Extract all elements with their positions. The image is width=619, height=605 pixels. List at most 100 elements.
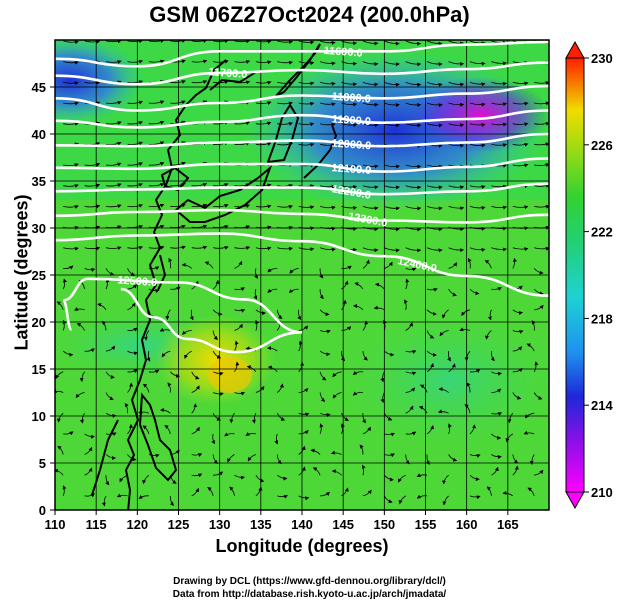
wind-arrow	[533, 392, 543, 400]
wind-arrow	[127, 162, 143, 166]
wind-arrow	[277, 474, 288, 481]
x-axis-label: Longitude (degrees)	[215, 536, 389, 556]
wind-arrow	[84, 204, 101, 209]
contour-line	[55, 109, 549, 129]
wind-arrow	[331, 469, 342, 476]
wind-arrow	[148, 182, 165, 187]
wind-arrow	[84, 433, 95, 439]
y-tick-label: 40	[32, 127, 46, 142]
wind-arrow	[469, 247, 486, 252]
colorbar-tick-label: 218	[591, 311, 613, 326]
wind-arrow	[374, 282, 385, 290]
contour-line	[55, 132, 549, 148]
wind-arrow	[255, 121, 272, 126]
wind-arrow	[160, 407, 171, 414]
wind-arrow	[234, 246, 251, 250]
wind-arrow	[255, 101, 272, 106]
wind-arrow	[127, 284, 137, 290]
wind-arrow	[298, 466, 306, 476]
wind-arrow	[405, 40, 422, 46]
wind-arrow	[213, 245, 229, 250]
wind-arrow	[212, 350, 222, 359]
wind-arrow	[255, 474, 265, 483]
wind-arrow	[448, 61, 465, 67]
wind-arrow	[298, 205, 315, 210]
wind-arrow	[277, 246, 293, 251]
wind-arrow	[298, 226, 315, 231]
contour-label: 11600.0	[323, 45, 363, 60]
wind-arrow	[469, 102, 486, 107]
wind-arrow	[165, 309, 171, 321]
wind-arrow	[234, 340, 239, 352]
wind-arrow	[182, 330, 192, 335]
wind-arrow	[405, 405, 414, 414]
wind-arrow	[276, 454, 282, 465]
wind-arrow	[213, 225, 229, 229]
wind-arrow	[341, 206, 358, 211]
colorbar-tick-label: 226	[591, 138, 613, 153]
wind-arrow	[63, 246, 79, 251]
wind-arrow	[469, 369, 481, 373]
wind-arrow	[319, 61, 336, 66]
x-tick-label: 130	[209, 517, 231, 532]
wind-arrow	[143, 330, 150, 341]
wind-arrow	[207, 487, 214, 496]
wind-arrow	[487, 309, 492, 321]
wind-arrow	[191, 182, 208, 187]
wind-arrow	[512, 81, 529, 86]
wind-arrow	[234, 361, 240, 373]
contour-label: 11800.0	[331, 91, 371, 106]
wind-arrow	[384, 81, 400, 87]
contour-label: 11900.0	[331, 113, 371, 128]
wind-arrow	[164, 425, 171, 434]
wind-arrow	[159, 327, 171, 332]
wind-arrow	[212, 309, 223, 317]
wind-arrow	[169, 475, 177, 484]
wind-arrow	[105, 412, 117, 418]
wind-arrow	[405, 431, 417, 436]
wind-arrow	[277, 205, 293, 209]
wind-arrow	[486, 486, 492, 496]
wind-arrow	[146, 350, 151, 362]
wind-arrow	[384, 350, 395, 357]
cold-pool-west	[55, 40, 145, 125]
wind-arrow	[426, 61, 443, 67]
x-tick-label: 145	[332, 517, 354, 532]
wind-arrow	[354, 282, 364, 290]
wind-arrow	[105, 475, 110, 486]
wind-arrow	[359, 444, 364, 455]
credit-data: Data from http://database.rish.kyoto-u.a…	[172, 589, 447, 600]
wind-arrow	[255, 80, 272, 85]
contour-line	[55, 61, 549, 86]
wind-arrow	[213, 204, 229, 208]
wind-arrow	[448, 454, 458, 462]
wind-arrow	[416, 473, 428, 478]
wind-arrow	[148, 453, 160, 458]
wind-arrow	[105, 268, 115, 276]
x-axis: 110 115 120 125 130 135 140 145 150 155 160 165	[45, 510, 519, 532]
wind-arrow	[127, 454, 137, 462]
wind-arrow	[384, 185, 400, 190]
wind-arrow	[534, 101, 549, 106]
wind-arrow	[127, 327, 138, 332]
wind-arrow	[534, 225, 549, 230]
wind-arrow	[277, 81, 293, 86]
wind-arrow	[426, 425, 435, 435]
wind-arrow	[127, 369, 138, 374]
wind-arrow	[405, 387, 416, 393]
wind-arrow	[383, 474, 394, 482]
wind-arrow	[84, 493, 95, 498]
wind-arrow	[448, 102, 465, 107]
wind-arrow	[234, 391, 246, 396]
wind-arrow	[148, 203, 165, 208]
wind-arrow	[512, 205, 529, 210]
wind-arrow	[255, 40, 272, 44]
contour-label: 11700.0	[208, 66, 248, 81]
wind-arrow	[298, 61, 315, 66]
wind-arrow	[267, 345, 278, 352]
wind-arrow	[191, 59, 208, 64]
wind-arrow	[319, 40, 336, 45]
wind-arrow	[416, 494, 428, 499]
wind-arrow	[234, 260, 243, 269]
wind-arrow	[512, 142, 529, 147]
